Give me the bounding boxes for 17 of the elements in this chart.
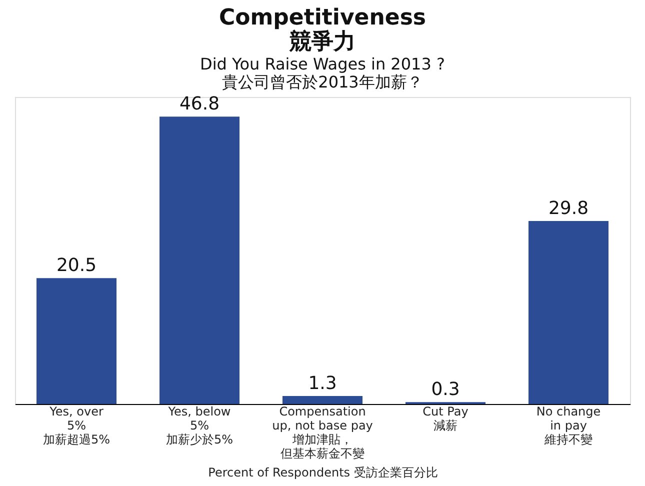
data-label: 1.3 [308,373,337,394]
bar [528,221,608,404]
chart-title: Competitiveness 競爭力 [218,6,426,55]
x-axis-title: Percent of Respondents 受訪企業百分比 [208,466,438,480]
x-tick-label: No change in pay 維持不變 [536,404,601,446]
data-label: 0.3 [431,379,460,400]
x-tick-label: Yes, over 5% 加薪超過5% [42,404,110,446]
x-tick-label: Compensation up, not base pay 增加津貼，但基本薪金不變 [272,404,373,460]
data-label: 46.8 [179,94,220,115]
x-tick-label: Yes, below 5% 加薪少於5% [166,404,234,446]
data-label: 20.5 [56,255,97,276]
bar [36,278,116,404]
data-label: 29.8 [548,198,589,220]
x-tick-label: Cut Pay 減薪 [422,404,468,432]
bar [282,396,362,404]
chart-subtitle: Did You Raise Wages in 2013 ? 貴公司曾否於2013年加薪？ [200,54,445,92]
bar [160,116,240,404]
